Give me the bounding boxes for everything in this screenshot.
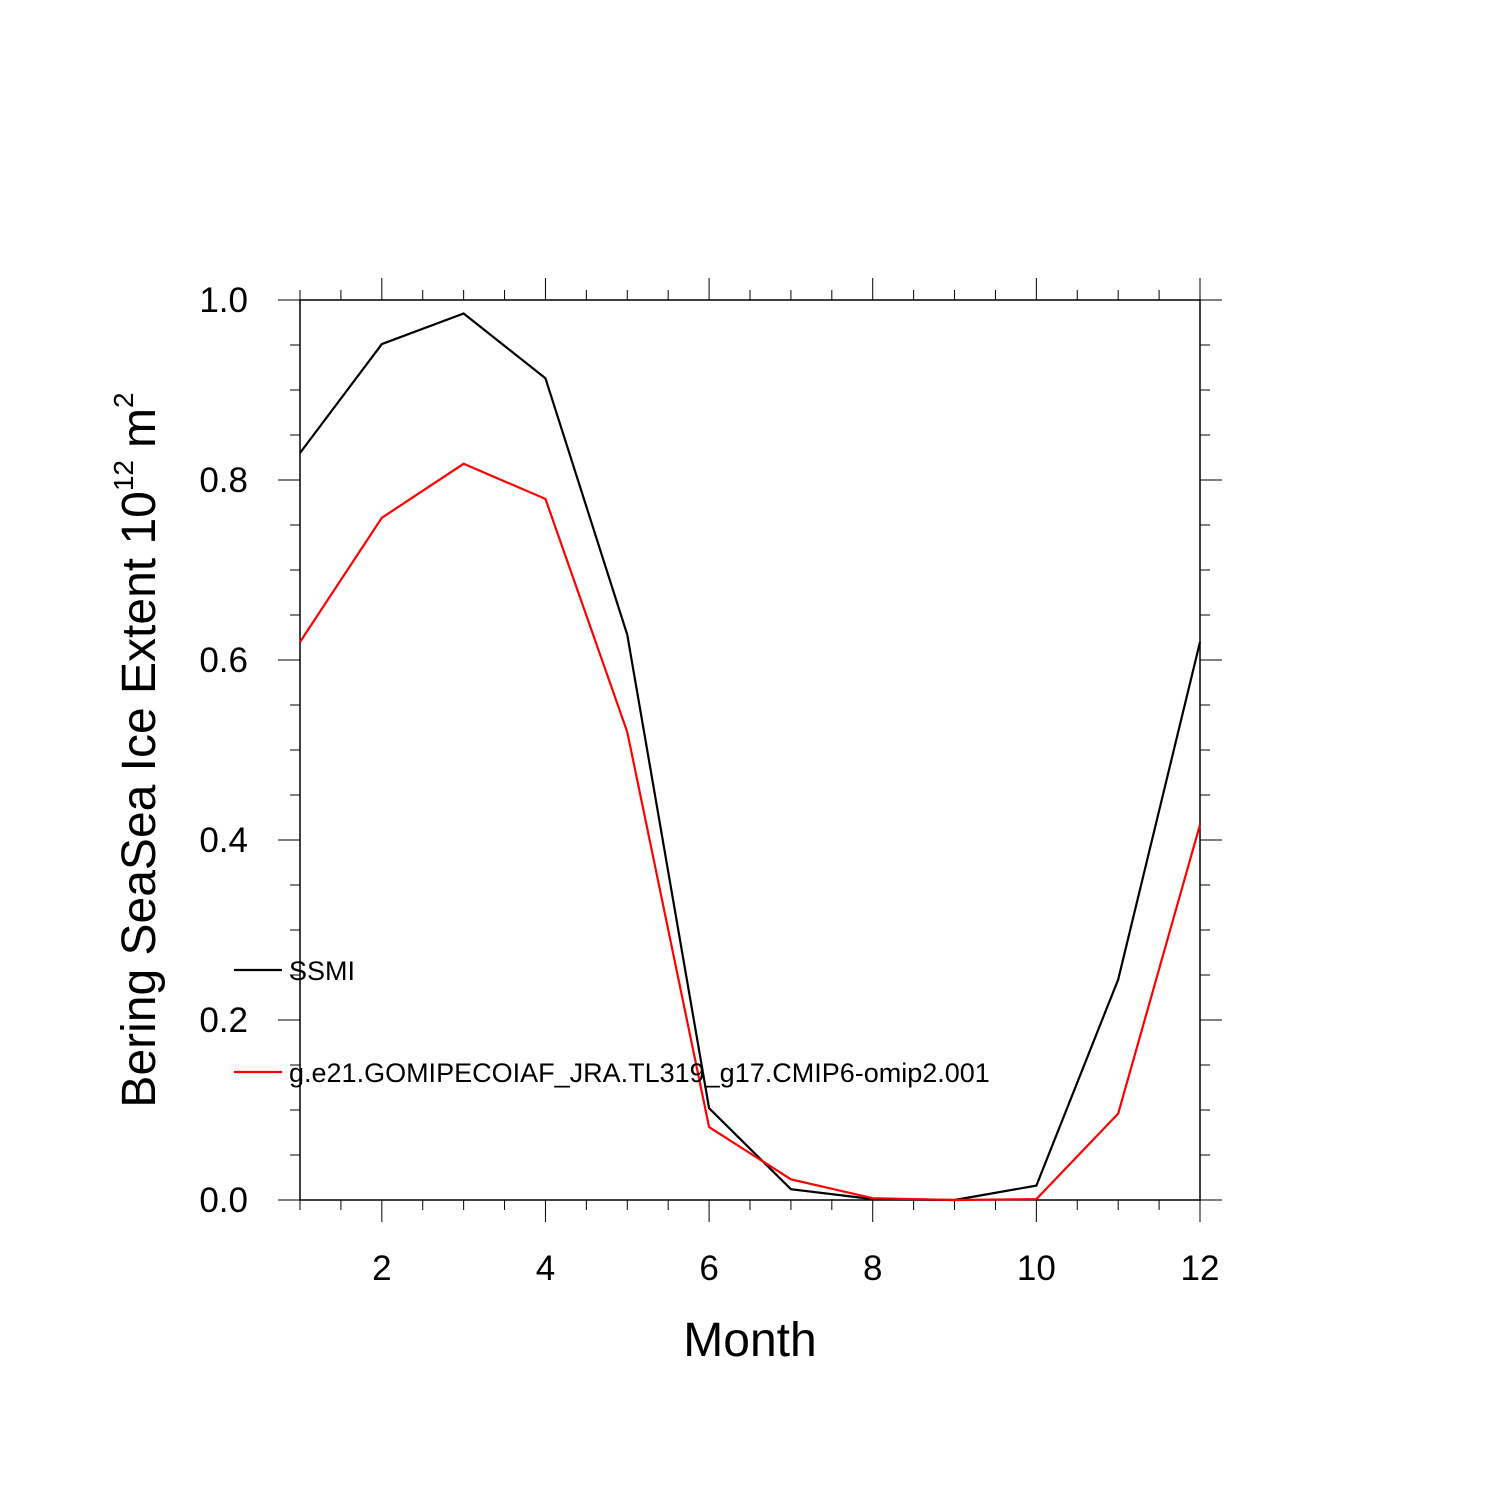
y-tick-label: 0.0: [199, 1181, 248, 1220]
y-axis-title-exponent: 12: [108, 460, 139, 491]
series-line-2: [299, 462, 1202, 1202]
legend-label-2: g.e21.GOMIPECOIAF_JRA.TL319_g17.CMIP6-om…: [289, 1058, 990, 1088]
y-tick-label: 0.8: [199, 461, 248, 500]
x-tick-label: 12: [1181, 1249, 1220, 1288]
x-tick-labels: 2 4 6 8 10 12: [372, 1249, 1219, 1288]
y-tick-label: 0.2: [199, 1001, 248, 1040]
x-tick-label: 2: [372, 1249, 391, 1288]
y-axis-title: Bering SeaSea Ice Extent 1012 m2: [108, 392, 166, 1107]
y-tick-label: 1.0: [199, 281, 248, 320]
legend: SSMI g.e21.GOMIPECOIAF_JRA.TL319_g17.CMIP…: [234, 956, 990, 1088]
x-tick-label: 10: [1017, 1249, 1056, 1288]
legend-label-1: SSMI: [289, 956, 355, 986]
x-tick-label: 8: [863, 1249, 882, 1288]
series-line-1: [299, 312, 1202, 1202]
y-tick-labels: 0.0 0.2 0.4 0.6 0.8 1.0: [199, 281, 248, 1220]
x-axis-title: Month: [683, 1314, 816, 1367]
y-axis-title-text: Bering SeaSea Ice Extent 10: [113, 491, 166, 1107]
y-tick-label: 0.4: [199, 821, 248, 860]
y-axis-title-unit: m: [113, 408, 166, 448]
y-tick-label: 0.6: [199, 641, 248, 680]
y-axis-title-unit-exponent: 2: [108, 392, 139, 408]
x-tick-label: 6: [699, 1249, 718, 1288]
x-tick-label: 4: [536, 1249, 555, 1288]
series-layer: [299, 312, 1202, 1202]
axis-ticks: [278, 278, 1222, 1222]
plot-frame: [299, 299, 1201, 1201]
